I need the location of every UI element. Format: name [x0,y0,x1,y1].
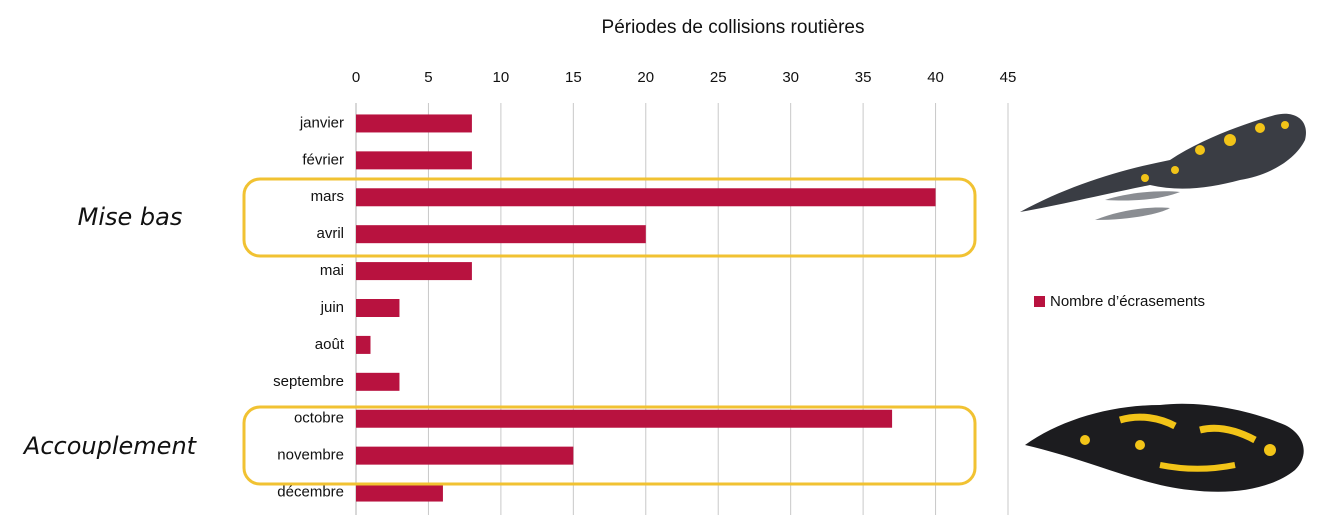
annotation: Accouplement [22,432,198,460]
x-tick-label: 0 [352,69,360,86]
bar [356,447,573,465]
legend-swatch [1034,296,1045,307]
chart-title: Périodes de collisions routières [602,17,865,38]
bar [356,336,370,354]
y-tick-label: avril [316,225,344,242]
x-tick-label: 5 [424,69,432,86]
y-tick-label: mars [311,188,344,205]
y-tick-label: septembre [273,373,344,390]
x-tick-label: 45 [1000,69,1017,86]
bar [356,151,472,169]
y-tick-label: mai [320,262,344,279]
salamander-illustration [1025,404,1304,492]
x-tick-label: 10 [493,69,510,86]
bar [356,225,646,243]
x-tick-label: 30 [782,69,799,86]
y-tick-label: février [302,151,344,168]
y-tick-label: octobre [294,410,344,427]
x-tick-label: 15 [565,69,582,86]
x-tick-label: 25 [710,69,727,86]
bar [356,262,472,280]
bar [356,188,936,206]
x-tick-label: 35 [855,69,872,86]
y-tick-label: août [315,336,345,353]
x-tick-label: 40 [927,69,944,86]
y-tick-label: juin [320,299,344,316]
annotation: Mise bas [78,203,183,231]
y-tick-label: janvier [299,114,344,131]
x-tick-label: 20 [637,69,654,86]
bar [356,484,443,502]
legend-label: Nombre d’écrasements [1050,293,1205,310]
y-tick-label: novembre [277,447,344,464]
bar [356,373,399,391]
bar [356,299,399,317]
salamander-illustration [1020,114,1306,220]
bar [356,114,472,132]
y-tick-label: décembre [277,484,344,501]
chart: Périodes de collisions routières Mise ba… [0,0,1329,515]
bar [356,410,892,428]
